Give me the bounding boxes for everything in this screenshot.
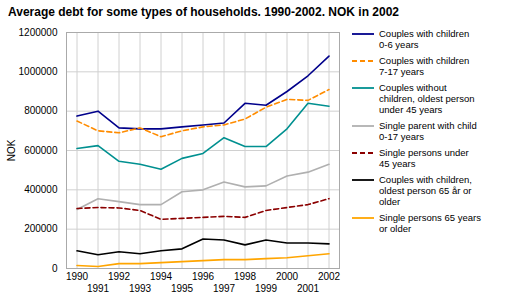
svg-text:800000: 800000 — [24, 105, 58, 116]
svg-text:1995: 1995 — [171, 283, 194, 294]
svg-text:1998: 1998 — [234, 271, 257, 282]
svg-text:1999: 1999 — [255, 283, 278, 294]
svg-text:1990: 1990 — [66, 271, 89, 282]
html-text:Single parent with child 0-17: Single parent with child 0-17 years — [379, 120, 477, 142]
html-text:Couples without children, olde: Couples without children, oldest person … — [379, 82, 475, 115]
html-text:Couples with children, oldest: Couples with children, oldest person 65 … — [379, 174, 472, 207]
svg-text:600000: 600000 — [24, 145, 58, 156]
svg-text:2002: 2002 — [318, 271, 341, 282]
svg-text:2001: 2001 — [297, 283, 320, 294]
svg-text:1994: 1994 — [150, 271, 173, 282]
svg-text:2000: 2000 — [276, 271, 299, 282]
html-text:Average debt for some types of: Average debt for some types of household… — [8, 5, 399, 19]
svg-text:1992: 1992 — [108, 271, 131, 282]
html-text:Couples with children 7-17 yea: Couples with children 7-17 years — [379, 55, 470, 77]
svg-text:NOK: NOK — [6, 139, 17, 161]
svg-text:1997: 1997 — [213, 283, 236, 294]
html-text:Single persons under 45 years: Single persons under 45 years — [379, 147, 469, 169]
svg-text:200000: 200000 — [24, 223, 58, 234]
svg-text:1991: 1991 — [87, 283, 110, 294]
svg-text:1200000: 1200000 — [19, 27, 58, 38]
html-text:Single persons 65 years or old: Single persons 65 years or older — [379, 212, 481, 234]
svg-text:1996: 1996 — [192, 271, 215, 282]
svg-text:1000000: 1000000 — [19, 66, 58, 77]
html-text:Couples with children 0-6 year: Couples with children 0-6 years — [379, 28, 470, 50]
svg-text:1993: 1993 — [129, 283, 152, 294]
svg-text:400000: 400000 — [24, 184, 58, 195]
svg-text:0: 0 — [52, 263, 58, 274]
